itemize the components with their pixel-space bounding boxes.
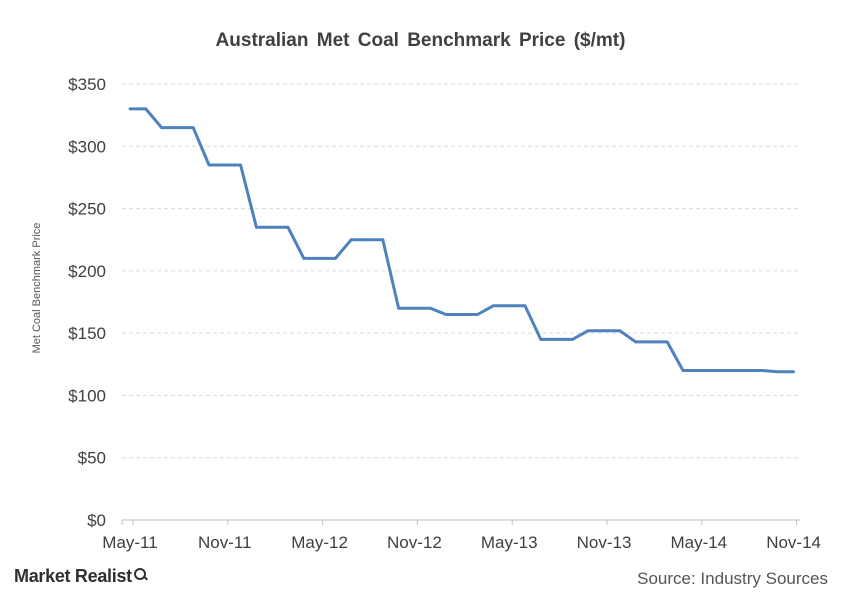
y-tick-label: $50 (78, 449, 106, 468)
data-point (349, 238, 353, 242)
data-point (507, 304, 511, 308)
data-point (555, 337, 558, 341)
data-point (586, 329, 590, 333)
x-tick-label: May-12 (291, 533, 348, 552)
data-point (428, 306, 432, 310)
y-tick-label: $250 (68, 200, 106, 219)
data-point (523, 304, 527, 308)
y-tick-label: $350 (68, 75, 106, 94)
y-tick-label: $0 (87, 511, 106, 530)
data-point (207, 163, 211, 167)
brand-name: Market Realist (14, 566, 132, 586)
x-tick-label: Nov-11 (198, 533, 252, 552)
chart-title: Australian Met Coal Benchmark Price ($/m… (215, 30, 626, 51)
y-tick-label: $100 (68, 386, 106, 405)
data-point (602, 329, 606, 333)
data-point (618, 329, 622, 333)
y-tick-label: $150 (68, 324, 106, 343)
data-point (318, 257, 321, 260)
data-point (697, 369, 701, 372)
data-point (413, 306, 416, 310)
data-point (176, 126, 179, 129)
data-point (744, 369, 748, 372)
source-note: Source: Industry Sources (637, 569, 828, 588)
y-tick-label: $200 (68, 262, 106, 281)
data-point (286, 225, 290, 229)
data-point (255, 225, 258, 229)
data-point (713, 369, 716, 372)
y-axis-ticks: $0 $50 $100 $150 $200 $250 $300 $350 (68, 75, 106, 530)
grid-lines (122, 83, 800, 459)
data-point (665, 340, 669, 344)
data-point (334, 257, 337, 260)
x-tick-label: Nov-13 (577, 533, 632, 552)
series-line (130, 107, 794, 374)
data-point (160, 126, 164, 129)
data-point (128, 107, 132, 111)
data-point (365, 238, 369, 242)
data-point (460, 313, 464, 316)
y-tick-label: $300 (68, 137, 106, 156)
data-point (444, 313, 448, 316)
data-point (492, 304, 495, 308)
brand-logo: Market Realist (14, 566, 146, 587)
data-point (539, 337, 543, 341)
x-axis: May-11 Nov-11 May-12 Nov-12 May-13 Nov-13 May-… (102, 519, 821, 552)
data-point (792, 370, 795, 374)
magnifier-icon (133, 568, 146, 582)
data-point (476, 313, 479, 316)
x-tick-label: May-11 (102, 533, 157, 552)
data-point (397, 306, 400, 310)
data-point (302, 257, 306, 260)
series-layer (128, 107, 795, 374)
data-point (650, 340, 653, 344)
data-point (239, 163, 243, 167)
x-tick-label: Nov-12 (387, 533, 442, 552)
data-point (144, 107, 148, 111)
data-point (381, 238, 385, 242)
data-point (270, 225, 274, 229)
data-point (729, 369, 732, 372)
data-point (760, 369, 764, 372)
data-point (681, 369, 685, 372)
x-tick-label: May-14 (670, 533, 727, 552)
x-tick-label: May-13 (481, 533, 538, 552)
y-axis-label: Met Coal Benchmark Price (31, 223, 43, 354)
data-point (223, 163, 227, 167)
data-point (634, 340, 637, 344)
data-point (776, 370, 780, 374)
data-point (191, 126, 195, 129)
x-tick-label: Nov-14 (766, 533, 821, 552)
data-point (571, 337, 574, 341)
